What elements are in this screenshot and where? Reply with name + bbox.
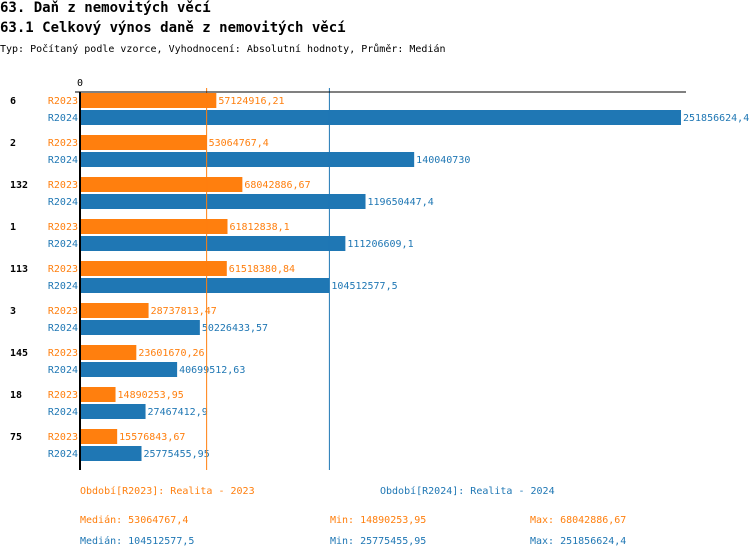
category-label: 132 <box>10 180 28 191</box>
bar-r2023 <box>80 135 207 150</box>
data-label: 40699512,63 <box>179 365 245 376</box>
bar-r2024 <box>80 278 330 293</box>
series-label: R2024 <box>48 113 78 124</box>
category-label: 145 <box>10 348 28 359</box>
category-label: 75 <box>10 432 22 443</box>
bar-r2023 <box>80 387 116 402</box>
page-title: 63. Daň z nemovitých věcí <box>0 0 211 16</box>
series-label: R2024 <box>48 281 78 292</box>
series-label: R2023 <box>48 138 78 149</box>
bar-chart: 6 R2023 57124916,21 R2024 251856624,4 2 R2023 5… <box>10 78 749 470</box>
bar-r2024 <box>80 194 366 209</box>
legend-r2024-period: Období[R2024]: Realita - 2024 <box>380 486 555 497</box>
data-label: 251856624,4 <box>683 113 749 124</box>
data-label: 53064767,4 <box>209 138 269 149</box>
bar-r2024 <box>80 320 200 335</box>
series-label: R2023 <box>48 348 78 359</box>
series-label: R2023 <box>48 306 78 317</box>
data-label: 61518380,84 <box>229 264 295 275</box>
series-label: R2024 <box>48 365 78 376</box>
r2023-min: Min: 14890253,95 <box>330 515 427 526</box>
data-label: 57124916,21 <box>218 96 284 107</box>
data-label: 111206609,1 <box>347 239 413 250</box>
bar-r2023 <box>80 345 137 360</box>
data-label: 119650447,4 <box>368 197 434 208</box>
bar-r2023 <box>80 261 227 276</box>
series-label: R2023 <box>48 222 78 233</box>
data-label: 140040730 <box>416 155 470 166</box>
series-label: R2023 <box>48 180 78 191</box>
data-label: 104512577,5 <box>331 281 397 292</box>
bar-r2024 <box>80 362 178 377</box>
category-label: 3 <box>10 306 16 317</box>
series-label: R2023 <box>48 264 78 275</box>
data-label: 68042886,67 <box>244 180 310 191</box>
category-label: 113 <box>10 264 28 275</box>
r2023-median: Medián: 53064767,4 <box>80 515 189 526</box>
data-label: 27467412,9 <box>148 407 208 418</box>
category-label: 6 <box>10 96 16 107</box>
bar-r2023 <box>80 177 243 192</box>
category-label: 1 <box>10 222 16 233</box>
bar-r2023 <box>80 219 228 234</box>
bar-r2023 <box>80 429 118 444</box>
series-label: R2023 <box>48 432 78 443</box>
chart-description: Typ: Počítaný podle vzorce, Vyhodnocení:… <box>0 44 446 55</box>
r2024-median: Medián: 104512577,5 <box>80 536 195 547</box>
bar-r2024 <box>80 110 681 125</box>
bar-r2023 <box>80 303 149 318</box>
series-label: R2024 <box>48 407 78 418</box>
series-label: R2024 <box>48 239 78 250</box>
data-label: 25775455,95 <box>144 449 210 460</box>
series-label: R2023 <box>48 390 78 401</box>
data-label: 14890253,95 <box>118 390 184 401</box>
r2024-min: Min: 25775455,95 <box>330 536 427 547</box>
x-tick-label: 0 <box>77 78 83 89</box>
data-label: 15576843,67 <box>119 432 185 443</box>
series-label: R2023 <box>48 96 78 107</box>
bar-r2024 <box>80 404 146 419</box>
series-label: R2024 <box>48 197 78 208</box>
r2024-max: Max: 251856624,4 <box>530 536 627 547</box>
r2023-max: Max: 68042886,67 <box>530 515 627 526</box>
series-label: R2024 <box>48 155 78 166</box>
data-label: 61812838,1 <box>230 222 290 233</box>
chart-title: 63.1 Celkový výnos daně z nemovitých věc… <box>0 20 346 36</box>
data-label: 23601670,26 <box>138 348 204 359</box>
category-label: 2 <box>10 138 16 149</box>
data-label: 50226433,57 <box>202 323 268 334</box>
bar-r2024 <box>80 152 415 167</box>
legend-r2023-period: Období[R2023]: Realita - 2023 <box>80 486 255 497</box>
category-label: 18 <box>10 390 22 401</box>
bar-r2024 <box>80 446 142 461</box>
series-label: R2024 <box>48 449 78 460</box>
bar-r2024 <box>80 236 346 251</box>
data-label: 28737813,47 <box>151 306 217 317</box>
bar-r2023 <box>80 93 217 108</box>
series-label: R2024 <box>48 323 78 334</box>
